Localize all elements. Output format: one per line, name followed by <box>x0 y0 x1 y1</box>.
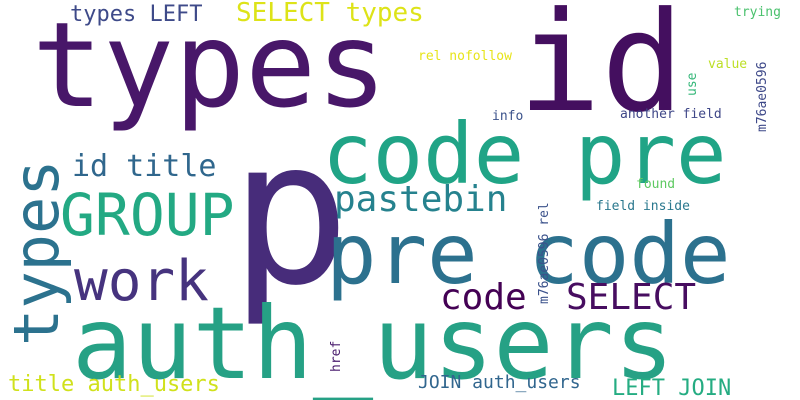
word-pre-code: pre code <box>326 205 731 303</box>
word-use-vertical: use <box>685 72 700 96</box>
word-auth-users: auth_users <box>72 285 675 400</box>
word-left-join: LEFT JOIN <box>612 376 732 400</box>
word-another-field: another field <box>620 107 722 122</box>
word-code: code <box>440 277 527 318</box>
word-field-inside: field inside <box>596 199 690 214</box>
word-select: SELECT <box>566 277 697 318</box>
word-value: value <box>708 57 748 72</box>
word-group: GROUP <box>60 181 235 249</box>
word-select-types: SELECT types <box>236 0 424 28</box>
word-found: found <box>636 177 676 192</box>
word-types-left: types LEFT <box>70 2 203 27</box>
word-m76ae0596-vertical: m76ae0596 <box>755 61 770 132</box>
word-trying: trying <box>734 5 781 20</box>
word-types: types <box>32 0 388 134</box>
word-p: p <box>230 97 351 330</box>
word-join-auth-users: JOIN auth_users <box>418 372 581 393</box>
word-id: id <box>518 0 685 143</box>
word-href-vertical: href <box>329 340 344 372</box>
word-id-title: id title <box>72 149 217 184</box>
word-work: work <box>74 249 209 314</box>
word-rel-nofollow: rel nofollow <box>418 49 512 64</box>
word-title-auth-users: title auth_users <box>8 372 220 397</box>
word-m76ae0596-rel-vertical: m76ae0596 rel <box>537 202 552 304</box>
word-pastebin: pastebin <box>334 179 508 220</box>
word-code-pre: code pre <box>322 105 727 203</box>
word-info: info <box>492 109 524 124</box>
word-types-vertical: types <box>0 159 73 346</box>
